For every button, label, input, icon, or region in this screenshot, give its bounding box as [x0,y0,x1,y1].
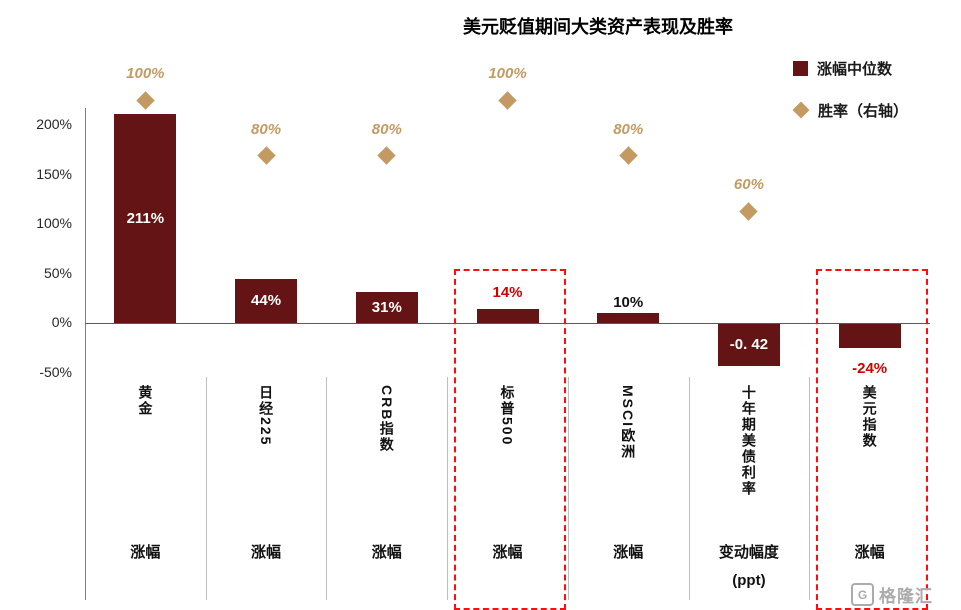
category-separator-line [447,377,449,600]
category-label: 黄金 [137,385,154,417]
bar-series-swatch-icon [793,60,808,76]
category-label: 标普500 [499,385,516,447]
win-rate-label: 100% [126,65,165,82]
gelonghui-logo-icon: G [851,583,874,606]
legend-item-median-gain: 涨幅中位数 [793,57,908,79]
axis-sub-label: 涨幅 [492,544,523,561]
zero-line [85,323,930,324]
win-rate-diamond-icon [498,90,517,110]
win-rate-diamond-icon [619,146,638,165]
axis-sub-label: 涨幅 [130,544,161,561]
bar [476,309,539,323]
axis-sub-label: (ppt) [732,572,766,589]
diamond-series-swatch-icon [792,101,810,119]
legend-item-win-rate: 胜率（右轴） [792,99,909,121]
category-separator-line [326,377,328,600]
category-separator-line [809,377,811,600]
watermark-text: 格隆汇 [879,587,933,606]
y-axis-tick-label: 200% [36,116,72,132]
highlight-box [453,269,566,610]
y-axis-tick-label: 150% [36,165,72,182]
win-rate-label: 80% [371,120,402,138]
gelonghui-watermark: G 格隆汇 [851,582,933,607]
bar-value-label: 14% [492,284,523,302]
bar [717,324,780,366]
bar-value-label: 44% [251,292,282,310]
axis-sub-label: 涨幅 [613,544,644,561]
win-rate-diamond-icon [136,90,155,110]
bar [838,324,901,348]
axis-sub-label: 涨幅 [251,544,282,561]
win-rate-diamond-icon [377,146,396,165]
bar-value-label: 211% [126,209,165,227]
bar-value-label: 10% [613,294,644,312]
y-axis-tick-label: -50% [39,363,72,380]
win-rate-diamond-icon [256,146,276,165]
win-rate-diamond-icon [739,201,759,221]
category-label: 美元指数 [861,385,878,449]
axis-sub-label: 涨幅 [371,544,402,561]
bar-value-label: -0. 42 [729,335,769,353]
category-label: 日经225 [258,385,275,447]
category-label: 十年期美债利率 [740,385,757,497]
bar [235,279,298,323]
chart-legend: 涨幅中位数 胜率（右轴） [792,57,909,141]
axis-sub-label: 变动幅度 [718,544,779,561]
category-separator-line [567,377,569,600]
bar [114,114,177,323]
category-label: MSCI欧洲 [620,385,637,460]
category-separator-line [205,377,207,600]
legend-label-median-gain: 涨幅中位数 [817,60,893,78]
highlight-box [815,269,928,610]
win-rate-label: 80% [613,120,644,138]
axis-sub-label: 涨幅 [854,544,885,561]
bar-value-label: -24% [852,359,888,377]
legend-label-win-rate: 胜率（右轴） [818,102,909,120]
win-rate-label: 80% [251,120,282,138]
category-separator-line [688,377,690,600]
chart-title: 美元贬值期间大类资产表现及胜率 [463,17,733,37]
bar [597,313,660,323]
bar [355,292,418,323]
y-axis-tick-label: 50% [43,264,72,281]
win-rate-label: 100% [488,65,527,82]
y-axis-line [85,108,86,600]
win-rate-label: 60% [733,176,764,193]
y-axis-tick-label: 0% [51,314,72,330]
category-label: CRB指数 [378,385,395,454]
y-axis-tick-label: 100% [36,215,72,231]
bar-value-label: 31% [371,298,402,316]
